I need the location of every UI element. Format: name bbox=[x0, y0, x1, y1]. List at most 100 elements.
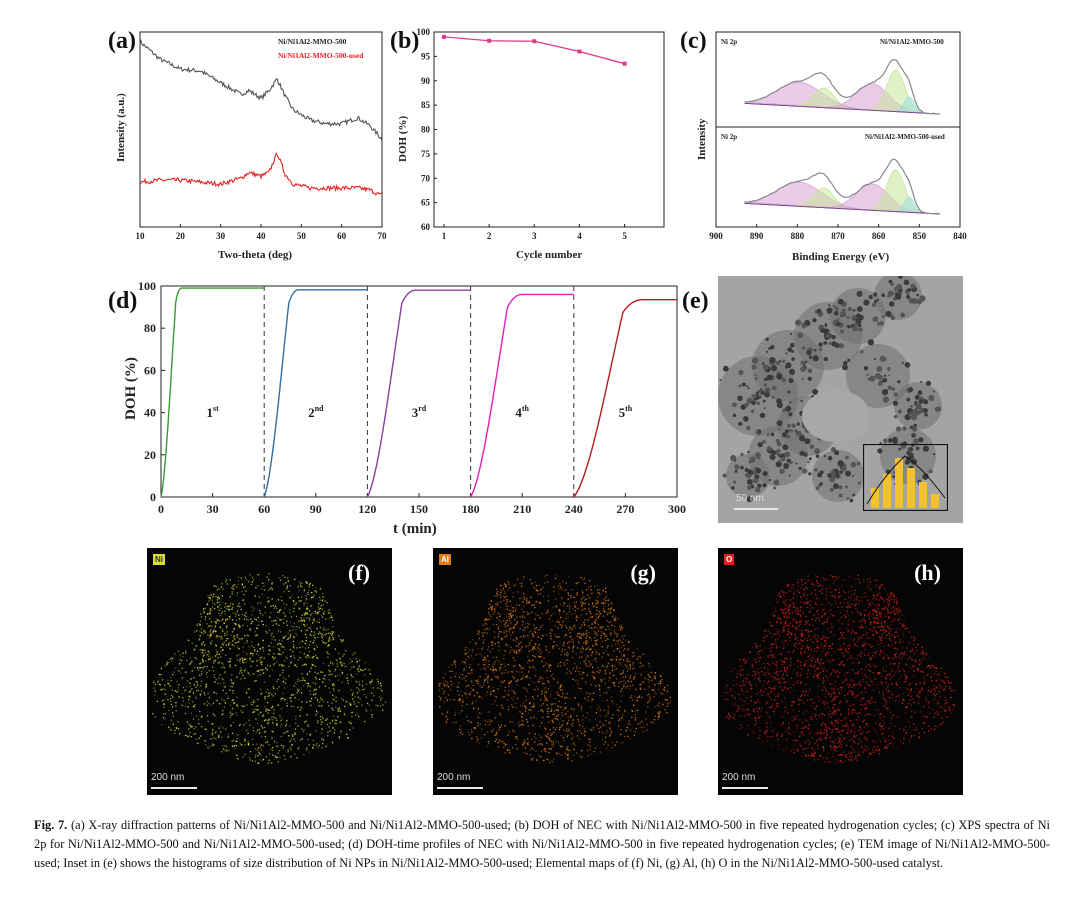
eds-dot bbox=[607, 599, 609, 602]
eds-dot bbox=[304, 679, 306, 682]
eds-dot bbox=[337, 716, 339, 718]
tem-particle bbox=[906, 397, 911, 402]
eds-dot bbox=[573, 742, 575, 744]
eds-dot bbox=[517, 723, 519, 725]
eds-dot bbox=[292, 599, 294, 602]
eds-dot bbox=[587, 655, 589, 657]
eds-dot bbox=[585, 632, 587, 634]
eds-dot bbox=[580, 637, 582, 639]
eds-dot bbox=[312, 584, 314, 586]
eds-dot bbox=[515, 616, 518, 618]
eds-dot bbox=[208, 659, 210, 661]
eds-dot bbox=[581, 673, 583, 676]
eds-dot bbox=[562, 580, 564, 583]
eds-dot bbox=[784, 612, 786, 614]
eds-dot bbox=[792, 597, 794, 599]
eds-dot bbox=[847, 606, 849, 608]
eds-dot bbox=[858, 578, 860, 580]
tem-particle bbox=[923, 408, 928, 413]
eds-dot bbox=[753, 710, 755, 712]
xps-envelope bbox=[744, 58, 940, 115]
eds-dot bbox=[193, 728, 195, 730]
doh-data-point bbox=[532, 39, 537, 44]
eds-dot bbox=[492, 686, 494, 689]
eds-dot bbox=[211, 632, 214, 634]
eds-dot bbox=[562, 621, 564, 623]
eds-dot bbox=[355, 673, 358, 675]
eds-dot bbox=[606, 666, 608, 668]
eds-dot bbox=[569, 732, 571, 734]
eds-dot bbox=[820, 736, 822, 738]
eds-dot bbox=[511, 697, 513, 699]
eds-dot bbox=[285, 723, 288, 725]
eds-dot bbox=[664, 709, 666, 711]
xrd-xtick-label: 70 bbox=[378, 231, 388, 241]
eds-dot bbox=[259, 732, 261, 734]
eds-dot bbox=[649, 680, 651, 682]
eds-dot bbox=[570, 708, 573, 710]
eds-dot bbox=[512, 610, 514, 612]
eds-dot bbox=[266, 723, 269, 725]
eds-dot bbox=[565, 617, 567, 619]
eds-dot bbox=[610, 696, 613, 698]
eds-dot bbox=[381, 697, 383, 699]
eds-dot bbox=[517, 650, 519, 652]
eds-dot bbox=[523, 739, 526, 741]
eds-dot bbox=[201, 680, 203, 682]
eds-dot bbox=[586, 665, 588, 667]
tem-particle bbox=[800, 366, 806, 372]
eds-dot bbox=[332, 687, 335, 690]
eds-dot bbox=[636, 658, 638, 660]
eds-dot bbox=[498, 661, 500, 663]
eds-dot bbox=[310, 605, 312, 607]
tem-particle bbox=[773, 479, 780, 486]
eds-dot bbox=[307, 725, 309, 727]
eds-dot bbox=[236, 655, 238, 657]
eds-dot bbox=[571, 627, 573, 629]
eds-dot bbox=[251, 641, 253, 643]
eds-dot bbox=[294, 664, 296, 667]
eds-dot bbox=[359, 659, 361, 661]
eds-dot bbox=[216, 636, 218, 638]
eds-dot bbox=[232, 585, 234, 587]
eds-dot bbox=[340, 664, 343, 666]
eds-dot bbox=[598, 593, 600, 595]
eds-dot bbox=[375, 704, 377, 706]
eds-dot bbox=[249, 629, 251, 631]
eds-dot bbox=[509, 609, 511, 612]
eds-dot bbox=[612, 659, 614, 661]
eds-dot bbox=[364, 662, 366, 664]
eds-dot bbox=[267, 589, 270, 592]
eds-dot bbox=[541, 709, 544, 711]
eds-dot bbox=[277, 761, 279, 763]
eds-dot bbox=[607, 710, 609, 712]
tem-particle bbox=[831, 335, 835, 338]
eds-dot bbox=[268, 694, 271, 697]
eds-dot bbox=[622, 684, 625, 686]
eds-dot bbox=[224, 613, 226, 615]
eds-dot bbox=[319, 607, 321, 609]
eds-dot bbox=[494, 700, 496, 702]
eds-dot bbox=[476, 653, 478, 655]
histogram-fit-curve bbox=[866, 455, 946, 505]
eds-dot bbox=[602, 615, 604, 617]
eds-dot bbox=[317, 720, 319, 722]
tem-particle bbox=[843, 360, 848, 366]
eds-dot bbox=[265, 691, 267, 694]
eds-dot bbox=[297, 586, 299, 588]
eds-dot bbox=[332, 626, 334, 628]
eds-dot bbox=[894, 654, 896, 656]
eds-dot bbox=[232, 606, 234, 608]
eds-dot bbox=[220, 656, 222, 658]
eds-dot bbox=[227, 605, 230, 608]
eds-dot bbox=[574, 605, 576, 607]
eds-dot bbox=[613, 619, 615, 621]
eds-dot bbox=[296, 647, 298, 649]
eds-dot bbox=[825, 738, 827, 740]
eds-dot bbox=[503, 631, 505, 633]
eds-dot bbox=[483, 684, 485, 686]
eds-dot bbox=[482, 624, 485, 626]
eds-dot bbox=[239, 658, 241, 660]
eds-dot bbox=[207, 720, 209, 723]
eds-dot bbox=[246, 640, 248, 642]
